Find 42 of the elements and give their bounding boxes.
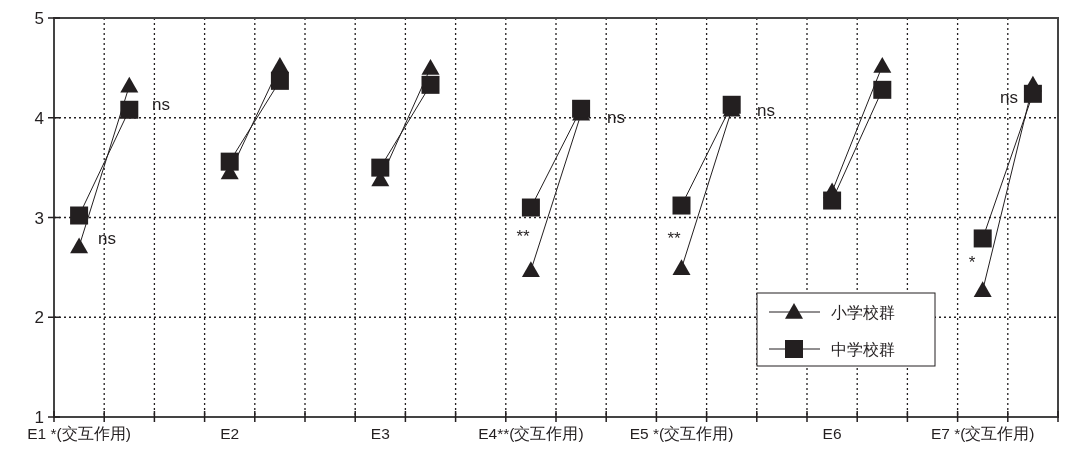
point	[823, 191, 842, 210]
legend-label: 小学校群	[831, 304, 895, 321]
point	[973, 229, 992, 248]
annotation: ns	[98, 229, 116, 248]
point	[521, 261, 540, 278]
y-tick-label: 3	[34, 208, 44, 228]
annotation: ns	[757, 101, 775, 120]
point	[873, 80, 892, 99]
point	[722, 95, 741, 114]
x-tick-label: E1 *(交互作用)	[27, 425, 131, 442]
point	[572, 99, 591, 118]
point	[521, 198, 540, 217]
point	[672, 259, 691, 276]
x-tick-label: E7 *(交互作用)	[930, 425, 1035, 442]
x-tick-label: E2	[220, 425, 240, 442]
annotation: ns	[1000, 88, 1018, 107]
point	[672, 196, 691, 215]
x-tick-label: E3	[370, 425, 390, 442]
point	[371, 158, 390, 177]
point	[1023, 84, 1042, 103]
point	[270, 71, 289, 90]
y-tick-label: 4	[34, 108, 44, 128]
point	[70, 237, 89, 254]
y-tick-label: 2	[34, 308, 44, 328]
point	[120, 76, 139, 93]
point	[270, 56, 289, 73]
point	[421, 58, 440, 75]
x-tick-label: E4**(交互作用)	[478, 425, 584, 442]
y-tick-label: 5	[34, 9, 44, 28]
point	[873, 56, 892, 73]
y-tick-label: 1	[34, 408, 44, 427]
point	[973, 281, 992, 298]
legend-label: 中学校群	[831, 341, 895, 358]
point	[421, 75, 440, 94]
x-tick-label: E6	[822, 425, 842, 442]
annotation: **	[667, 229, 681, 248]
annotation: *	[968, 253, 976, 272]
point	[220, 152, 239, 171]
point	[120, 100, 139, 119]
point	[70, 206, 89, 225]
x-tick-label: E5 *(交互作用)	[629, 425, 734, 442]
annotation: **	[516, 227, 530, 246]
